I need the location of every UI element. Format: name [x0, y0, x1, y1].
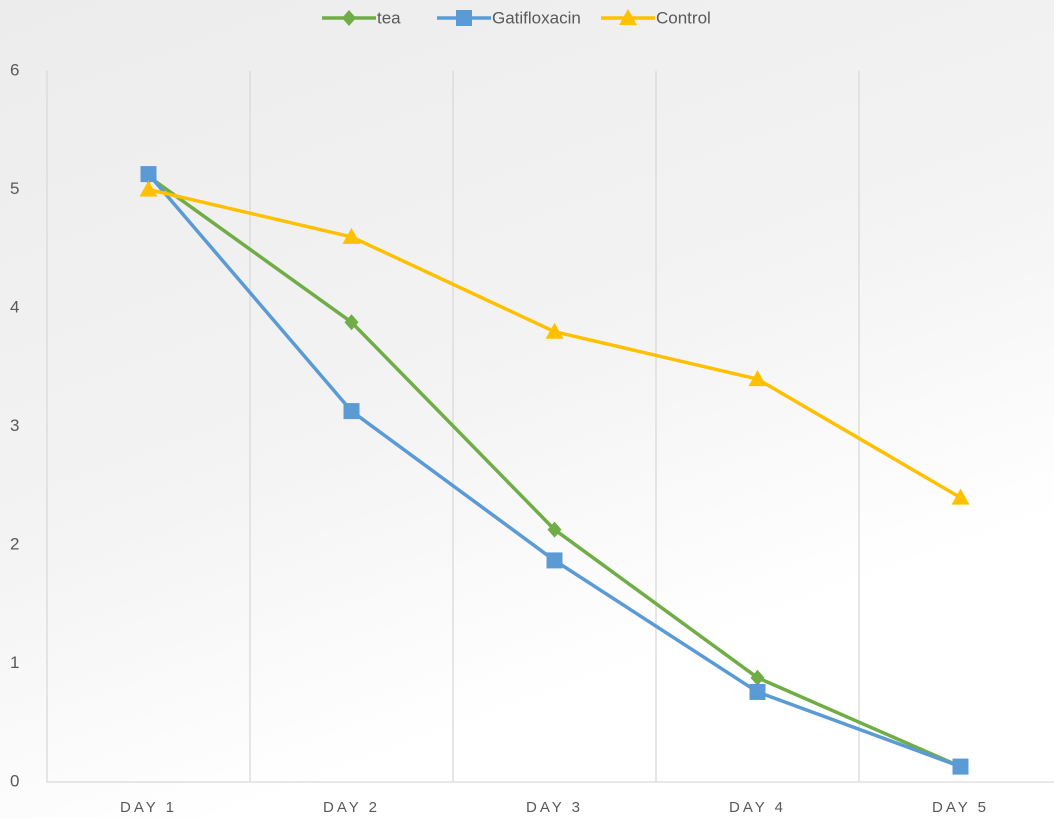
- x-tick-label: DAY 1: [120, 799, 177, 816]
- marker: [343, 403, 360, 420]
- marker: [139, 180, 158, 197]
- x-tick-label: DAY 2: [323, 799, 380, 816]
- legend-label: Gatifloxacin: [492, 8, 581, 27]
- legend-label: Control: [656, 8, 711, 27]
- marker: [749, 683, 766, 700]
- y-tick-label: 1: [10, 653, 19, 672]
- series-line: [148, 187, 962, 500]
- y-tick-label: 5: [10, 179, 19, 198]
- x-tick-label: DAY 3: [526, 799, 583, 816]
- marker: [951, 488, 970, 505]
- marker: [748, 370, 767, 387]
- marker: [342, 10, 356, 26]
- y-tick-label: 4: [10, 297, 19, 316]
- marker: [342, 227, 361, 244]
- marker: [456, 10, 472, 26]
- y-tick-label: 6: [10, 60, 19, 79]
- x-tick-label: DAY 5: [932, 799, 989, 816]
- y-tick-label: 0: [10, 771, 19, 790]
- marker: [619, 9, 637, 25]
- y-tick-label: 3: [10, 416, 19, 435]
- marker: [545, 322, 564, 339]
- y-tick-label: 2: [10, 534, 19, 553]
- marker: [750, 669, 765, 686]
- legend-label: tea: [377, 8, 401, 27]
- marker: [546, 552, 563, 569]
- marker: [344, 314, 359, 331]
- marker: [952, 758, 969, 775]
- series-line: [147, 175, 962, 769]
- marker: [140, 166, 157, 183]
- x-tick-label: DAY 4: [729, 799, 786, 816]
- marker: [547, 521, 562, 538]
